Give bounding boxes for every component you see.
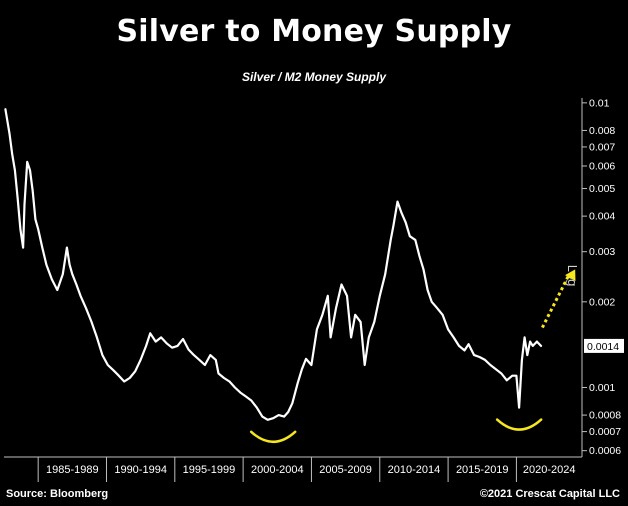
x-period-label: 1985-1989 — [46, 464, 99, 476]
x-period-label: 2020-2024 — [523, 464, 576, 476]
y-tick-label: 0.0008 — [589, 410, 621, 422]
x-period-label: 1995-1999 — [183, 464, 236, 476]
chart-axes — [4, 98, 583, 458]
current-value-label: 0.0014 — [587, 341, 619, 353]
series-layer: 0.0014 — [4, 108, 624, 421]
trough-marker — [249, 430, 297, 444]
y-tick-label: 0.001 — [589, 382, 615, 394]
x-period-label: 1990-1994 — [114, 464, 167, 476]
x-period-label: 2015-2019 — [456, 464, 509, 476]
series-line — [4, 108, 543, 421]
x-period-label: 2005-2009 — [319, 464, 372, 476]
y-tick-label: 0.01 — [589, 97, 610, 109]
trough-marker — [495, 418, 543, 431]
y-tick-label: 0.008 — [589, 125, 615, 137]
trend-arrow-head — [565, 269, 576, 282]
y-tick-label: 0.0007 — [589, 426, 621, 438]
y-tick-label: 0.004 — [589, 211, 615, 223]
y-tick-label: 0.002 — [589, 296, 615, 308]
copyright-note: ©2021 Crescat Capital LLC — [479, 488, 620, 500]
current-value-box — [584, 338, 624, 353]
chart-subtitle: Silver / M2 Money Supply — [241, 70, 387, 84]
x-period-label: 2010-2014 — [388, 464, 441, 476]
y-tick-label: 0.006 — [589, 160, 615, 172]
x-period-label: 2000-2004 — [251, 464, 304, 476]
annotations-layer — [249, 269, 576, 444]
y-tick-label: 0.005 — [589, 183, 615, 195]
trend-arrow-shaft — [541, 273, 571, 329]
y-tick-label: 0.007 — [589, 141, 615, 153]
chart-title: Silver to Money Supply — [116, 14, 512, 49]
y-tick-label: 0.003 — [589, 246, 615, 258]
x-axis-periods: 1985-1989 1990-1994 1995-1999 2000-2004 2005… — [37, 457, 576, 482]
y-tick-label: 0.0006 — [589, 445, 621, 457]
source-note: Source: Bloomberg — [6, 488, 109, 500]
